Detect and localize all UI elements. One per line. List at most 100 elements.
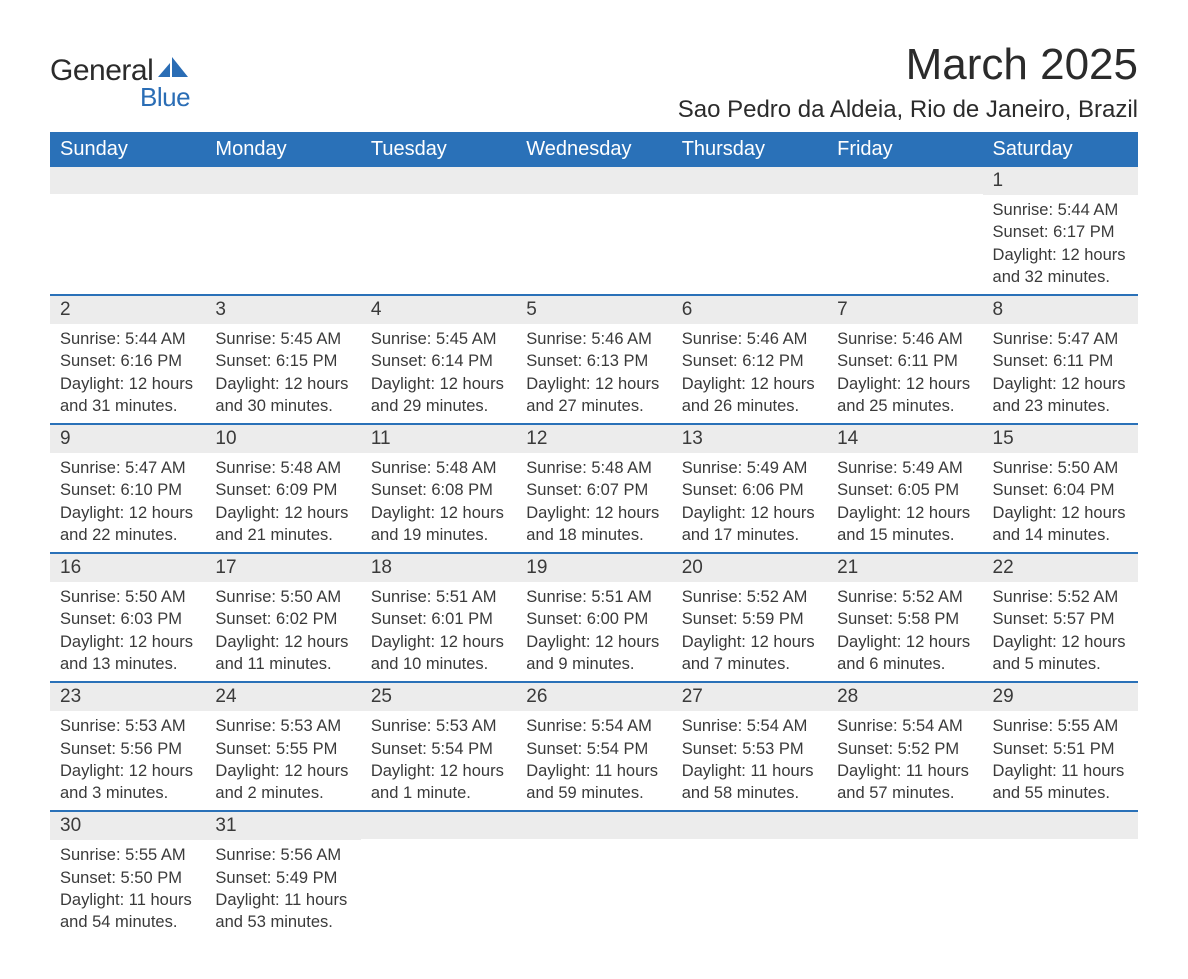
day-sunrise: Sunrise: 5:49 AM bbox=[682, 457, 817, 479]
day-content: Sunrise: 5:45 AMSunset: 6:14 PMDaylight:… bbox=[361, 324, 516, 423]
day-content: Sunrise: 5:52 AMSunset: 5:57 PMDaylight:… bbox=[983, 582, 1138, 681]
week-row: 30Sunrise: 5:55 AMSunset: 5:50 PMDayligh… bbox=[50, 812, 1138, 939]
day-sunset: Sunset: 6:16 PM bbox=[60, 350, 195, 372]
day-number bbox=[205, 167, 360, 194]
day-number: 14 bbox=[827, 425, 982, 453]
day-daylight1: Daylight: 12 hours bbox=[215, 760, 350, 782]
logo-text-general: General bbox=[50, 54, 153, 88]
day-daylight1: Daylight: 12 hours bbox=[837, 373, 972, 395]
day-daylight1: Daylight: 12 hours bbox=[682, 373, 817, 395]
weeks-container: 1Sunrise: 5:44 AMSunset: 6:17 PMDaylight… bbox=[50, 167, 1138, 939]
day-number bbox=[361, 167, 516, 194]
day-cell: 12Sunrise: 5:48 AMSunset: 6:07 PMDayligh… bbox=[516, 425, 671, 552]
day-daylight2: and 54 minutes. bbox=[60, 911, 195, 933]
day-number: 11 bbox=[361, 425, 516, 453]
day-sunset: Sunset: 6:07 PM bbox=[526, 479, 661, 501]
day-daylight2: and 58 minutes. bbox=[682, 782, 817, 804]
day-daylight1: Daylight: 12 hours bbox=[526, 631, 661, 653]
day-daylight1: Daylight: 12 hours bbox=[682, 631, 817, 653]
day-daylight1: Daylight: 12 hours bbox=[526, 502, 661, 524]
day-sunset: Sunset: 6:04 PM bbox=[993, 479, 1128, 501]
day-content: Sunrise: 5:50 AMSunset: 6:02 PMDaylight:… bbox=[205, 582, 360, 681]
day-sunrise: Sunrise: 5:48 AM bbox=[215, 457, 350, 479]
day-content: Sunrise: 5:45 AMSunset: 6:15 PMDaylight:… bbox=[205, 324, 360, 423]
day-number: 6 bbox=[672, 296, 827, 324]
day-daylight2: and 6 minutes. bbox=[837, 653, 972, 675]
day-daylight2: and 27 minutes. bbox=[526, 395, 661, 417]
day-number: 4 bbox=[361, 296, 516, 324]
day-cell bbox=[205, 167, 360, 294]
day-number: 9 bbox=[50, 425, 205, 453]
day-daylight1: Daylight: 12 hours bbox=[837, 631, 972, 653]
day-daylight1: Daylight: 12 hours bbox=[526, 373, 661, 395]
day-content: Sunrise: 5:50 AMSunset: 6:03 PMDaylight:… bbox=[50, 582, 205, 681]
day-daylight1: Daylight: 12 hours bbox=[215, 502, 350, 524]
day-daylight2: and 31 minutes. bbox=[60, 395, 195, 417]
day-cell: 3Sunrise: 5:45 AMSunset: 6:15 PMDaylight… bbox=[205, 296, 360, 423]
day-content: Sunrise: 5:51 AMSunset: 6:01 PMDaylight:… bbox=[361, 582, 516, 681]
day-number: 16 bbox=[50, 554, 205, 582]
day-daylight2: and 11 minutes. bbox=[215, 653, 350, 675]
location-subtitle: Sao Pedro da Aldeia, Rio de Janeiro, Bra… bbox=[678, 96, 1138, 124]
day-sunrise: Sunrise: 5:45 AM bbox=[215, 328, 350, 350]
day-sunset: Sunset: 6:12 PM bbox=[682, 350, 817, 372]
day-content: Sunrise: 5:55 AMSunset: 5:51 PMDaylight:… bbox=[983, 711, 1138, 810]
day-cell bbox=[361, 812, 516, 939]
day-daylight2: and 53 minutes. bbox=[215, 911, 350, 933]
day-cell: 16Sunrise: 5:50 AMSunset: 6:03 PMDayligh… bbox=[50, 554, 205, 681]
day-content: Sunrise: 5:47 AMSunset: 6:11 PMDaylight:… bbox=[983, 324, 1138, 423]
day-content: Sunrise: 5:51 AMSunset: 6:00 PMDaylight:… bbox=[516, 582, 671, 681]
day-sunrise: Sunrise: 5:46 AM bbox=[837, 328, 972, 350]
day-daylight2: and 26 minutes. bbox=[682, 395, 817, 417]
day-cell: 27Sunrise: 5:54 AMSunset: 5:53 PMDayligh… bbox=[672, 683, 827, 810]
day-content: Sunrise: 5:44 AMSunset: 6:17 PMDaylight:… bbox=[983, 195, 1138, 294]
day-content: Sunrise: 5:46 AMSunset: 6:11 PMDaylight:… bbox=[827, 324, 982, 423]
day-number: 30 bbox=[50, 812, 205, 840]
day-sunset: Sunset: 6:02 PM bbox=[215, 608, 350, 630]
week-row: 23Sunrise: 5:53 AMSunset: 5:56 PMDayligh… bbox=[50, 683, 1138, 812]
day-daylight1: Daylight: 12 hours bbox=[993, 373, 1128, 395]
day-sunrise: Sunrise: 5:50 AM bbox=[993, 457, 1128, 479]
day-content: Sunrise: 5:48 AMSunset: 6:09 PMDaylight:… bbox=[205, 453, 360, 552]
day-number: 7 bbox=[827, 296, 982, 324]
day-content: Sunrise: 5:49 AMSunset: 6:06 PMDaylight:… bbox=[672, 453, 827, 552]
day-sunset: Sunset: 6:09 PM bbox=[215, 479, 350, 501]
day-cell bbox=[672, 812, 827, 939]
day-sunset: Sunset: 5:53 PM bbox=[682, 738, 817, 760]
day-cell: 10Sunrise: 5:48 AMSunset: 6:09 PMDayligh… bbox=[205, 425, 360, 552]
day-content: Sunrise: 5:53 AMSunset: 5:54 PMDaylight:… bbox=[361, 711, 516, 810]
day-content: Sunrise: 5:46 AMSunset: 6:13 PMDaylight:… bbox=[516, 324, 671, 423]
day-sunrise: Sunrise: 5:54 AM bbox=[526, 715, 661, 737]
day-content: Sunrise: 5:55 AMSunset: 5:50 PMDaylight:… bbox=[50, 840, 205, 939]
day-daylight1: Daylight: 11 hours bbox=[993, 760, 1128, 782]
weekday-header: Monday bbox=[205, 132, 360, 167]
day-cell: 20Sunrise: 5:52 AMSunset: 5:59 PMDayligh… bbox=[672, 554, 827, 681]
day-content: Sunrise: 5:49 AMSunset: 6:05 PMDaylight:… bbox=[827, 453, 982, 552]
day-cell: 23Sunrise: 5:53 AMSunset: 5:56 PMDayligh… bbox=[50, 683, 205, 810]
day-daylight1: Daylight: 12 hours bbox=[60, 502, 195, 524]
day-cell: 2Sunrise: 5:44 AMSunset: 6:16 PMDaylight… bbox=[50, 296, 205, 423]
day-daylight1: Daylight: 12 hours bbox=[60, 373, 195, 395]
day-sunset: Sunset: 6:10 PM bbox=[60, 479, 195, 501]
weekday-header: Tuesday bbox=[361, 132, 516, 167]
day-number: 12 bbox=[516, 425, 671, 453]
day-cell bbox=[827, 812, 982, 939]
day-daylight1: Daylight: 11 hours bbox=[682, 760, 817, 782]
day-cell: 22Sunrise: 5:52 AMSunset: 5:57 PMDayligh… bbox=[983, 554, 1138, 681]
day-daylight1: Daylight: 12 hours bbox=[993, 631, 1128, 653]
day-cell: 19Sunrise: 5:51 AMSunset: 6:00 PMDayligh… bbox=[516, 554, 671, 681]
day-number: 21 bbox=[827, 554, 982, 582]
day-cell: 13Sunrise: 5:49 AMSunset: 6:06 PMDayligh… bbox=[672, 425, 827, 552]
day-sunrise: Sunrise: 5:50 AM bbox=[60, 586, 195, 608]
empty-day-spacer bbox=[205, 194, 360, 284]
day-daylight1: Daylight: 12 hours bbox=[371, 760, 506, 782]
day-sunrise: Sunrise: 5:55 AM bbox=[993, 715, 1128, 737]
day-daylight1: Daylight: 12 hours bbox=[993, 502, 1128, 524]
day-content: Sunrise: 5:53 AMSunset: 5:55 PMDaylight:… bbox=[205, 711, 360, 810]
day-cell: 18Sunrise: 5:51 AMSunset: 6:01 PMDayligh… bbox=[361, 554, 516, 681]
day-sunrise: Sunrise: 5:54 AM bbox=[682, 715, 817, 737]
weekday-header: Friday bbox=[827, 132, 982, 167]
day-sunrise: Sunrise: 5:51 AM bbox=[371, 586, 506, 608]
day-number bbox=[827, 812, 982, 839]
day-daylight1: Daylight: 12 hours bbox=[371, 631, 506, 653]
